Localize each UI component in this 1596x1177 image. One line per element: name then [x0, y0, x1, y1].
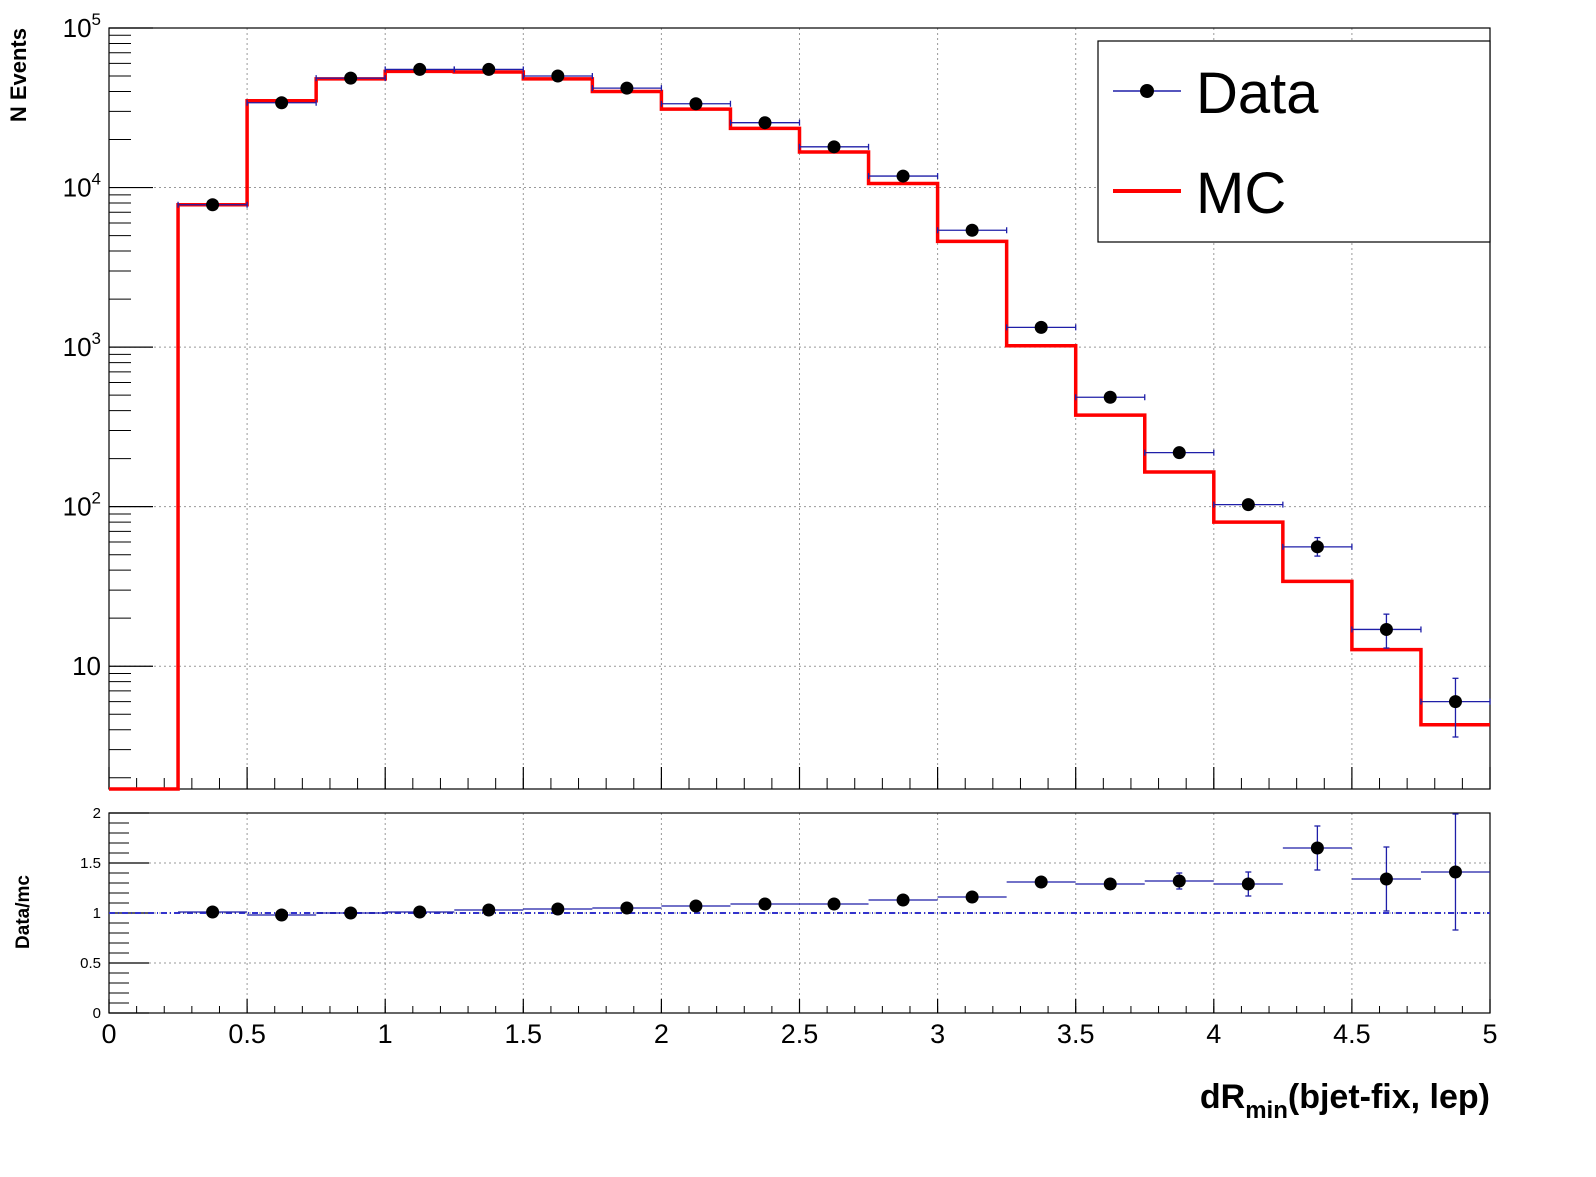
ratio-y-tick-label: 0	[93, 1005, 101, 1022]
ratio-point	[620, 902, 633, 915]
ratio-point	[344, 907, 357, 920]
ratio-y-tick-label: 0.5	[80, 955, 101, 972]
ratio-point	[689, 900, 702, 913]
ratio-point	[1380, 873, 1393, 886]
data-point	[758, 116, 771, 129]
x-tick-label: 2.5	[781, 1019, 819, 1049]
x-tick-label: 4	[1206, 1019, 1221, 1049]
data-point	[551, 70, 564, 83]
data-point	[897, 170, 910, 183]
data-point	[206, 198, 219, 211]
ratio-point	[1449, 866, 1462, 879]
ratio-point	[897, 894, 910, 907]
x-tick-label: 5	[1482, 1019, 1497, 1049]
ratio-y-tick-label: 1.5	[80, 855, 101, 872]
data-point	[1449, 695, 1462, 708]
legend-mc-label: MC	[1196, 161, 1286, 226]
x-tick-label: 4.5	[1333, 1019, 1371, 1049]
legend-data-marker	[1140, 84, 1154, 98]
ratio-point	[551, 903, 564, 916]
ratio-point	[275, 909, 288, 922]
x-axis-label-main: dR	[1200, 1078, 1245, 1116]
ratio-y-axis-label: Data/mc	[13, 875, 34, 949]
data-point	[689, 97, 702, 110]
main-y-axis-label: N Events	[6, 28, 31, 122]
ratio-y-tick-label: 2	[93, 805, 101, 822]
main-y-tick-label: 10	[72, 651, 101, 681]
data-point	[344, 72, 357, 85]
data-point	[828, 140, 841, 153]
data-point	[1242, 498, 1255, 511]
x-tick-label: 0	[101, 1019, 116, 1049]
ratio-point	[966, 891, 979, 904]
ratio-point	[482, 904, 495, 917]
data-point	[966, 224, 979, 237]
ratio-point	[1173, 875, 1186, 888]
data-point	[1311, 540, 1324, 553]
x-tick-label: 0.5	[228, 1019, 266, 1049]
ratio-point	[1311, 842, 1324, 855]
data-point	[482, 63, 495, 76]
ratio-point	[206, 906, 219, 919]
data-point	[275, 96, 288, 109]
x-axis-label-subscript: min	[1245, 1097, 1288, 1124]
data-point	[1173, 446, 1186, 459]
x-axis-label-rest: (bjet-fix, lep)	[1288, 1078, 1490, 1116]
data-point	[1380, 623, 1393, 636]
ratio-point	[828, 898, 841, 911]
legend: Data MC	[1098, 41, 1490, 242]
data-point	[620, 82, 633, 95]
x-tick-label: 3.5	[1057, 1019, 1095, 1049]
legend-data-label: Data	[1196, 61, 1319, 126]
data-point	[413, 63, 426, 76]
ratio-y-tick-label: 1	[93, 905, 101, 922]
ratio-point	[1104, 878, 1117, 891]
x-tick-label: 1	[378, 1019, 393, 1049]
ratio-point	[1242, 878, 1255, 891]
ratio-point	[1035, 876, 1048, 889]
ratio-point	[413, 906, 426, 919]
ratio-point	[758, 898, 771, 911]
x-tick-label: 1.5	[505, 1019, 543, 1049]
data-point	[1035, 321, 1048, 334]
x-tick-label: 2	[654, 1019, 669, 1049]
x-tick-label: 3	[930, 1019, 945, 1049]
data-point	[1104, 391, 1117, 404]
